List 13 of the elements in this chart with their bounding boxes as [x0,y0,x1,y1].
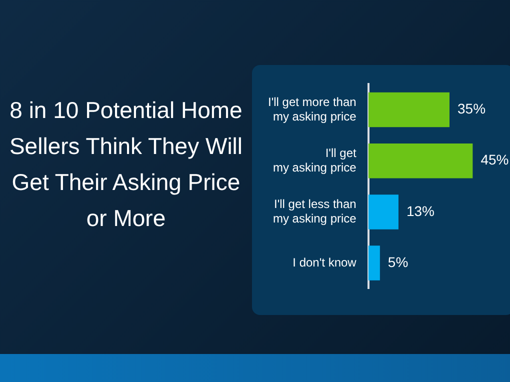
data-label: 13% [406,202,435,219]
data-label: 35% [458,100,486,117]
bar [368,194,398,230]
data-label: 45% [480,152,509,168]
y-tick-label: I'll get less than my asking price [272,197,357,226]
text: 8 in 10 Potential Home Sellers Think They Will Get Their Asking Price or More [8,96,244,233]
y-tick-label: I'll get more than my asking price [268,94,357,124]
y-tick-label: I don't know [292,255,357,270]
data-label: 5% [388,254,408,270]
bar [368,143,473,178]
y-tick-label: I'll get my asking price [272,146,357,174]
bar [368,92,450,128]
bar [368,246,380,280]
